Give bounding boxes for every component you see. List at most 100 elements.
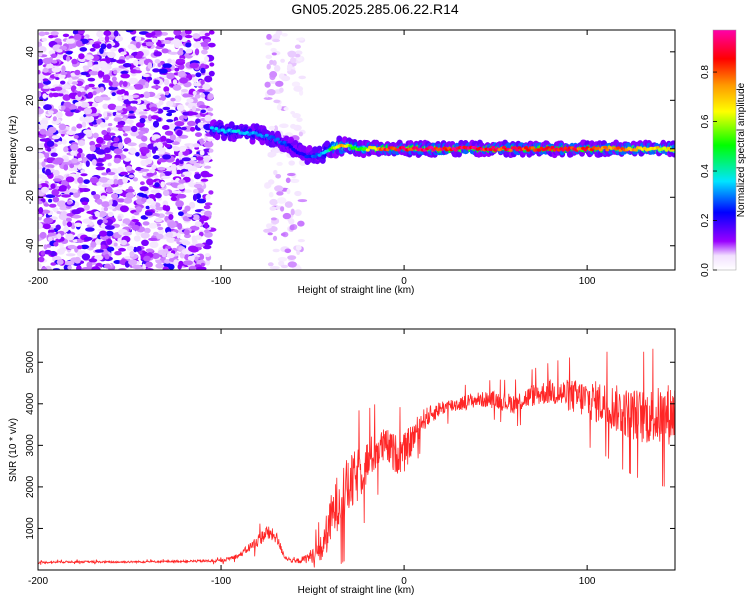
spectrogram-cell <box>83 236 93 241</box>
spectrogram-cell <box>161 175 171 179</box>
spectrogram-cell <box>128 174 135 178</box>
spectrogram-cell <box>162 154 172 160</box>
spectrogram-cell <box>65 176 75 183</box>
spectrogram-cell <box>101 183 111 188</box>
spectrogram-cell <box>168 263 175 270</box>
spectrogram-cell <box>205 259 211 266</box>
spectrogram-cell <box>68 77 73 84</box>
spectrogram-cell <box>85 227 95 232</box>
spectrogram-cell <box>133 246 138 253</box>
spectrogram-cell <box>106 127 111 133</box>
spectrogram-cell <box>113 242 118 247</box>
spectrogram-cell <box>106 186 113 194</box>
spectrogram-cell <box>60 105 66 110</box>
spectrogram-cell <box>263 228 272 233</box>
spectrogram-cell <box>120 239 128 246</box>
spectrogram-cell <box>42 117 51 121</box>
spectrogram-cell <box>71 214 82 219</box>
spectrogram-cell <box>396 148 401 152</box>
spectrogram-cell <box>176 232 181 239</box>
spectrogram-cell <box>78 53 85 60</box>
spectrogram-cell <box>52 196 60 203</box>
spectrogram-frame <box>37 29 676 271</box>
spectrogram-cell <box>102 219 109 224</box>
spectrogram-cell <box>633 148 638 152</box>
spectrogram-cell <box>269 80 278 84</box>
spectrogram-cell <box>60 80 66 85</box>
spectrogram-cell <box>65 55 71 62</box>
spectrogram-cell <box>195 243 205 248</box>
spectrogram-cell <box>131 219 139 223</box>
spectrogram-cell <box>164 144 171 148</box>
spectrogram-cell <box>79 197 90 204</box>
spectrogram-cell <box>41 209 51 214</box>
spectrogram-cell <box>289 224 295 231</box>
spectrogram-cell <box>71 158 79 164</box>
spectrogram-cell <box>123 197 133 204</box>
spectrogram-cell <box>104 147 111 154</box>
spectrogram-cell <box>186 98 194 103</box>
spectrogram-cell <box>117 142 124 150</box>
spectrogram-cell <box>138 250 143 255</box>
spectrogram-cell <box>65 217 72 223</box>
spectrogram-cell <box>152 155 160 160</box>
spectrogram-cell <box>204 75 213 83</box>
spectrogram-x-label: Height of straight line (km) <box>298 285 415 296</box>
spectrogram-cell <box>616 146 621 150</box>
spectrogram-cell <box>120 70 129 75</box>
spectrogram-cell <box>134 84 144 90</box>
spectrogram-cell <box>53 169 60 177</box>
spectrogram-cell <box>429 146 434 150</box>
spectrogram-cell <box>110 169 118 173</box>
spectrogram-cell <box>116 59 126 64</box>
spectrogram-cell <box>67 265 72 270</box>
spectrogram-cell <box>160 135 167 142</box>
spectrogram-cell <box>113 157 121 164</box>
spectrogram-cell <box>154 59 161 64</box>
spectrogram-cell <box>101 96 111 101</box>
colorbar-tick-label: 0.8 <box>700 65 711 79</box>
spectrogram-cell <box>167 221 177 229</box>
spectrogram-cell <box>107 211 114 218</box>
spectrogram-cell <box>47 147 52 152</box>
spectrogram-cell <box>77 245 83 250</box>
spectrogram-cell <box>187 255 195 261</box>
spectrogram-cell <box>95 149 106 155</box>
spectrogram-cell <box>39 138 50 142</box>
spectrogram-cell <box>89 140 96 147</box>
spectrogram-cell <box>284 201 293 208</box>
spectrogram-cell <box>138 79 147 86</box>
spectrogram-cell <box>61 194 72 198</box>
spectrogram-cell <box>662 146 667 150</box>
spectrogram-cell <box>162 266 169 270</box>
snr-y-ticks: 1000 2000 3000 4000 5000 <box>25 351 675 540</box>
y-tick-label: 4000 <box>25 392 36 415</box>
spectrogram-cell <box>170 97 176 102</box>
spectrogram-cell <box>147 62 153 69</box>
spectrogram-cell <box>99 122 106 128</box>
spectrogram-cell <box>130 125 138 133</box>
spectrogram-cell <box>52 116 58 122</box>
spectrogram-cell <box>198 231 204 237</box>
spectrogram-cell <box>141 197 148 203</box>
spectrogram-cell <box>97 70 105 78</box>
spectrogram-cell <box>38 146 44 153</box>
spectrogram-cell <box>288 218 295 225</box>
spectrogram-cell <box>268 179 275 185</box>
spectrogram-cell <box>176 129 183 137</box>
spectrogram-cell <box>278 260 285 267</box>
y-tick-label: 2000 <box>25 475 36 498</box>
spectrogram-cell <box>264 133 269 137</box>
spectrogram-cell <box>164 130 174 136</box>
spectrogram-cell <box>92 132 99 139</box>
spectrogram-cell <box>138 193 148 197</box>
spectrogram-cell <box>170 196 177 202</box>
spectrogram-cell <box>176 104 185 112</box>
spectrogram-cell <box>170 163 177 171</box>
spectrogram-cell <box>83 129 93 135</box>
spectrogram-cell <box>283 107 289 111</box>
spectrogram-cell <box>107 178 115 185</box>
spectrogram-cell <box>603 145 608 149</box>
spectrogram-cell <box>209 62 215 67</box>
spectrogram-cell <box>100 244 107 250</box>
